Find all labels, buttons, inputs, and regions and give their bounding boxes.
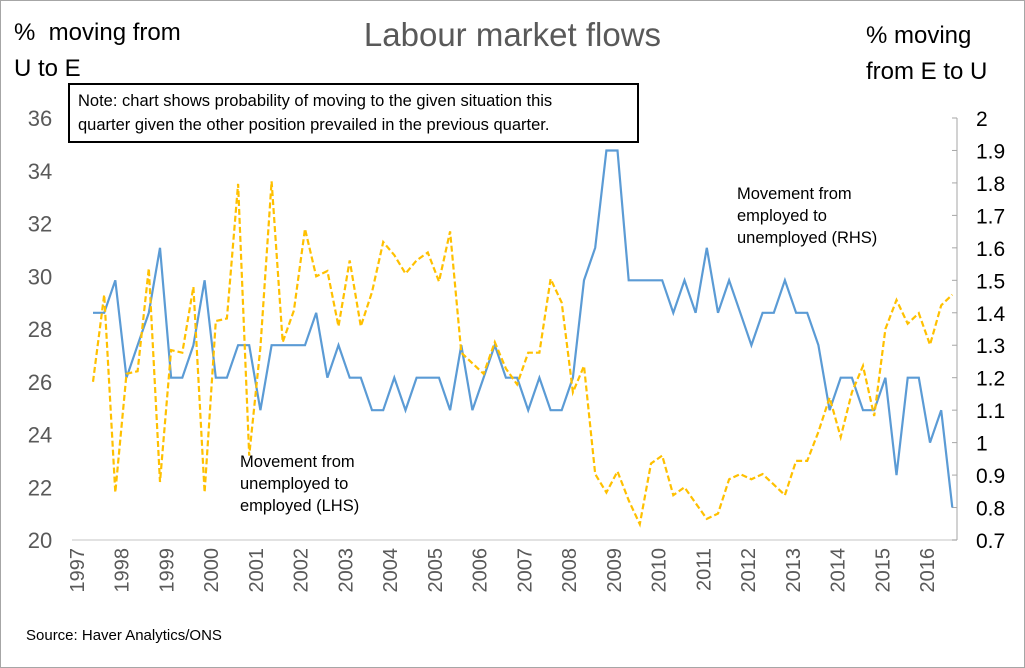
left-axis-title: % moving from U to E bbox=[14, 15, 181, 87]
series-label-e-to-u-line2: employed to bbox=[737, 207, 827, 225]
series-label-u-to-e-line2: unemployed to bbox=[240, 475, 349, 493]
x-tick-label: 1999 bbox=[156, 548, 178, 593]
x-tick-label: 2013 bbox=[783, 548, 805, 593]
x-tick-label: 2009 bbox=[604, 548, 626, 593]
x-tick-label: 2000 bbox=[201, 548, 223, 593]
right-tick-label: 1.3 bbox=[976, 335, 1005, 358]
series-line-e-to-u bbox=[93, 149, 954, 508]
right-tick-label: 1.8 bbox=[976, 173, 1005, 196]
x-tick-label: 2001 bbox=[246, 548, 268, 593]
x-tick-label: 2005 bbox=[425, 548, 447, 593]
right-axis-title: % moving from E to U bbox=[866, 18, 987, 90]
x-tick-label: 2008 bbox=[559, 548, 581, 593]
left-axis-title-line2: U to E bbox=[14, 55, 81, 82]
x-tick-label: 2007 bbox=[514, 548, 536, 593]
source-note: Source: Haver Analytics/ONS bbox=[26, 627, 222, 644]
right-tick-label: 0.8 bbox=[976, 498, 1005, 521]
series-label-e-to-u: Movement from employed to unemployed (RH… bbox=[737, 183, 877, 249]
x-tick-label: 2012 bbox=[738, 548, 760, 593]
left-tick-label: 26 bbox=[28, 370, 52, 395]
series-label-u-to-e-line1: Movement from bbox=[240, 453, 355, 471]
series-label-e-to-u-line1: Movement from bbox=[737, 185, 852, 203]
left-tick-label: 30 bbox=[28, 264, 52, 289]
right-tick-label: 1.9 bbox=[976, 140, 1005, 163]
right-tick-label: 0.7 bbox=[976, 530, 1005, 553]
note-box: Note: chart shows probability of moving … bbox=[68, 83, 639, 143]
right-axis-title-line2: from E to U bbox=[866, 58, 988, 85]
x-tick-label: 2015 bbox=[872, 548, 894, 593]
left-tick-label: 22 bbox=[28, 475, 52, 500]
right-tick-label: 1.5 bbox=[976, 270, 1005, 293]
series-line-u-to-e bbox=[91, 181, 954, 528]
left-tick-label: 28 bbox=[28, 317, 52, 342]
left-tick-label: 20 bbox=[28, 528, 52, 553]
x-tick-label: 2014 bbox=[828, 548, 850, 593]
left-tick-label: 24 bbox=[28, 423, 52, 448]
right-tick-label: 0.9 bbox=[976, 465, 1005, 488]
right-tick-label: 1.6 bbox=[976, 238, 1005, 261]
series-label-u-to-e-line3: employed (LHS) bbox=[240, 497, 360, 515]
x-tick-label: 2010 bbox=[649, 548, 671, 593]
left-tick-label: 34 bbox=[28, 159, 52, 184]
x-tick-label: 1998 bbox=[112, 548, 134, 593]
note-line1: Note: chart shows probability of moving … bbox=[78, 92, 553, 110]
right-tick-label: 1 bbox=[976, 433, 988, 456]
right-tick-label: 1.4 bbox=[976, 303, 1006, 326]
x-tick-label: 2002 bbox=[291, 548, 313, 593]
right-tick-label: 1.7 bbox=[976, 205, 1005, 228]
x-tick-label: 1997 bbox=[67, 548, 89, 593]
x-tick-label: 2016 bbox=[917, 548, 939, 593]
right-axis-title-line1: % moving bbox=[866, 22, 972, 49]
x-tick-label: 2006 bbox=[470, 548, 492, 593]
series-label-u-to-e: Movement from unemployed to employed (LH… bbox=[240, 451, 359, 517]
x-tick-label: 2004 bbox=[380, 548, 402, 593]
right-tick-label: 1.1 bbox=[976, 400, 1005, 423]
series-label-e-to-u-line3: unemployed (RHS) bbox=[737, 229, 878, 247]
right-tick-label: 1.2 bbox=[976, 368, 1005, 391]
x-tick-label: 2011 bbox=[693, 548, 715, 591]
x-tick-label: 2003 bbox=[335, 548, 357, 593]
left-axis-title-line1: % moving from bbox=[14, 19, 181, 46]
right-tick-label: 2 bbox=[976, 108, 988, 131]
note-line2: quarter given the other position prevail… bbox=[78, 116, 550, 134]
left-tick-label: 36 bbox=[28, 106, 52, 131]
left-tick-label: 32 bbox=[28, 212, 52, 237]
chart-title: Labour market flows bbox=[363, 16, 662, 53]
